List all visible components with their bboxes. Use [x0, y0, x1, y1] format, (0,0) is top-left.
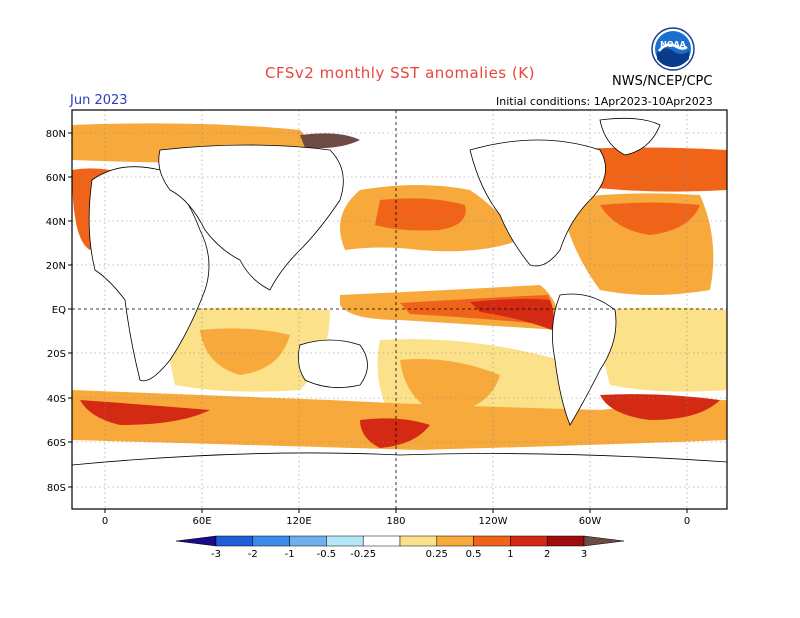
lon-label: 120E — [286, 516, 311, 527]
lat-label: 40S — [47, 394, 66, 405]
colorbar-swatch — [473, 535, 511, 547]
asia — [158, 144, 344, 291]
lat-label: 20S — [47, 349, 66, 360]
lat-axis: 80N 60N 40N 20N EQ 20S 40S 60S 80S — [46, 129, 72, 494]
initial-conditions: Initial conditions: 1Apr2023-10Apr2023 — [496, 95, 713, 108]
agency-label: NWS/NCEP/CPC — [612, 74, 713, 89]
antarctica — [72, 452, 727, 509]
map-area — [72, 110, 727, 509]
lat-label: 80S — [47, 483, 66, 494]
colorbar-swatch — [289, 535, 327, 547]
colorbar-label: 0.5 — [466, 549, 482, 560]
colorbar-swatch — [436, 535, 474, 547]
graticule — [72, 110, 727, 509]
colorbar-swatch — [252, 535, 290, 547]
colorbar-swatch — [510, 535, 548, 547]
lat-label: 60S — [47, 438, 66, 449]
colorbar-label: -0.5 — [317, 549, 337, 560]
colorbar-label: 0.25 — [426, 549, 448, 560]
colorbar-swatch — [362, 535, 401, 547]
colorbar: -3 -2 -1 -0.5 -0.25 0.25 0.5 1 2 3 — [175, 535, 625, 560]
colorbar-label: -0.25 — [350, 549, 376, 560]
colorbar-end-high — [583, 535, 625, 547]
lon-label: 120W — [479, 516, 508, 527]
colorbar-label: 2 — [544, 549, 550, 560]
colorbar-label: 1 — [507, 549, 513, 560]
reference-lines — [72, 110, 727, 509]
continents — [72, 117, 727, 509]
lon-axis: 0 60E 120E 180 120W 60W 0 — [102, 509, 690, 527]
australia — [297, 339, 368, 388]
forecast-month: Jun 2023 — [70, 93, 128, 108]
lon-label: 180 — [386, 516, 405, 527]
north-america — [469, 139, 607, 267]
colorbar-label: 3 — [581, 549, 587, 560]
lon-label: 60W — [579, 516, 602, 527]
lat-label: 60N — [46, 173, 66, 184]
greenland — [599, 117, 661, 156]
noaa-logo-icon: NOAA — [651, 27, 695, 71]
lat-label: 40N — [46, 217, 66, 228]
colorbar-label: -2 — [248, 549, 258, 560]
map-title: CFSv2 monthly SST anomalies (K) — [265, 64, 535, 82]
lon-label: 0 — [684, 516, 690, 527]
anomaly-fields — [72, 123, 727, 450]
lon-label: 0 — [102, 516, 108, 527]
lat-label: 20N — [46, 261, 66, 272]
lat-label: 80N — [46, 129, 66, 140]
colorbar-swatch — [215, 535, 254, 547]
colorbar-label: -1 — [285, 549, 295, 560]
lat-label: EQ — [52, 305, 66, 316]
colorbar-end-low — [175, 535, 217, 547]
colorbar-swatch — [546, 535, 585, 547]
colorbar-label: -3 — [211, 549, 221, 560]
lon-label: 60E — [192, 516, 211, 527]
colorbar-swatch — [326, 535, 364, 547]
colorbar-swatch — [399, 535, 438, 547]
logo-text: NOAA — [660, 40, 686, 49]
